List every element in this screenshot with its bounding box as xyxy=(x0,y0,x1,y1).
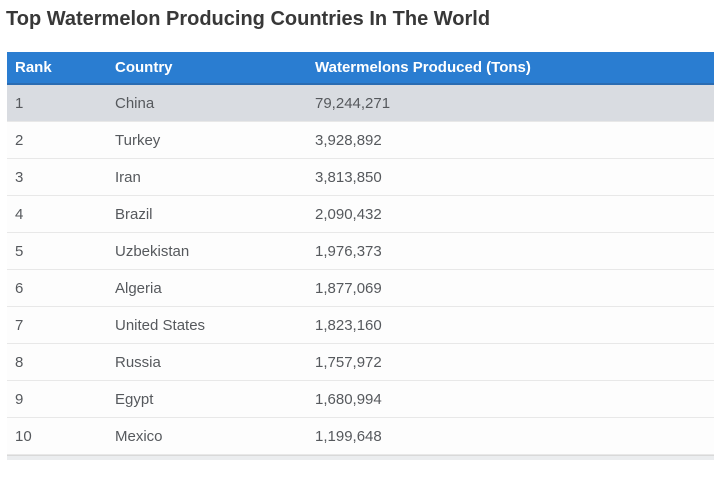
country-cell: Algeria xyxy=(107,269,307,307)
producers-table: Rank Country Watermelons Produced (Tons)… xyxy=(7,52,714,455)
table-row: 7 United States 1,823,160 xyxy=(7,306,714,344)
produced-cell: 1,877,069 xyxy=(307,269,714,307)
country-cell: Iran xyxy=(107,158,307,196)
rank-cell: 2 xyxy=(7,121,107,159)
rank-cell: 6 xyxy=(7,269,107,307)
rank-cell: 4 xyxy=(7,195,107,233)
country-cell: Brazil xyxy=(107,195,307,233)
produced-cell: 1,757,972 xyxy=(307,343,714,381)
column-header-produced: Watermelons Produced (Tons) xyxy=(307,52,714,85)
produced-cell: 3,928,892 xyxy=(307,121,714,159)
column-header-rank: Rank xyxy=(7,52,107,85)
rank-cell: 3 xyxy=(7,158,107,196)
produced-cell: 1,976,373 xyxy=(307,232,714,270)
table-row: 4 Brazil 2,090,432 xyxy=(7,195,714,233)
produced-cell: 1,199,648 xyxy=(307,417,714,455)
column-header-country: Country xyxy=(107,52,307,85)
table-row: 2 Turkey 3,928,892 xyxy=(7,121,714,159)
country-cell: Mexico xyxy=(107,417,307,455)
country-cell: Turkey xyxy=(107,121,307,159)
produced-cell: 1,680,994 xyxy=(307,380,714,418)
table-row: 5 Uzbekistan 1,976,373 xyxy=(7,232,714,270)
country-cell: China xyxy=(107,84,307,122)
table-body: 1 China 79,244,271 2 Turkey 3,928,892 3 … xyxy=(7,84,714,455)
produced-cell: 2,090,432 xyxy=(307,195,714,233)
country-cell: Russia xyxy=(107,343,307,381)
table-row: 10 Mexico 1,199,648 xyxy=(7,417,714,455)
country-cell: Uzbekistan xyxy=(107,232,307,270)
table-footer-strip xyxy=(7,455,714,460)
rank-cell: 1 xyxy=(7,84,107,122)
rank-cell: 10 xyxy=(7,417,107,455)
table-row: 1 China 79,244,271 xyxy=(7,84,714,122)
header-row: Rank Country Watermelons Produced (Tons) xyxy=(7,52,714,85)
page-title: Top Watermelon Producing Countries In Th… xyxy=(6,8,491,30)
produced-cell: 3,813,850 xyxy=(307,158,714,196)
country-cell: Egypt xyxy=(107,380,307,418)
table-row: 3 Iran 3,813,850 xyxy=(7,158,714,196)
rank-cell: 9 xyxy=(7,380,107,418)
table-row: 9 Egypt 1,680,994 xyxy=(7,380,714,418)
rank-cell: 7 xyxy=(7,306,107,344)
table-row: 8 Russia 1,757,972 xyxy=(7,343,714,381)
country-cell: United States xyxy=(107,306,307,344)
rank-cell: 5 xyxy=(7,232,107,270)
produced-cell: 1,823,160 xyxy=(307,306,714,344)
table-header: Rank Country Watermelons Produced (Tons) xyxy=(7,52,714,85)
producers-table-container: Rank Country Watermelons Produced (Tons)… xyxy=(7,52,714,460)
produced-cell: 79,244,271 xyxy=(307,84,714,122)
rank-cell: 8 xyxy=(7,343,107,381)
table-row: 6 Algeria 1,877,069 xyxy=(7,269,714,307)
